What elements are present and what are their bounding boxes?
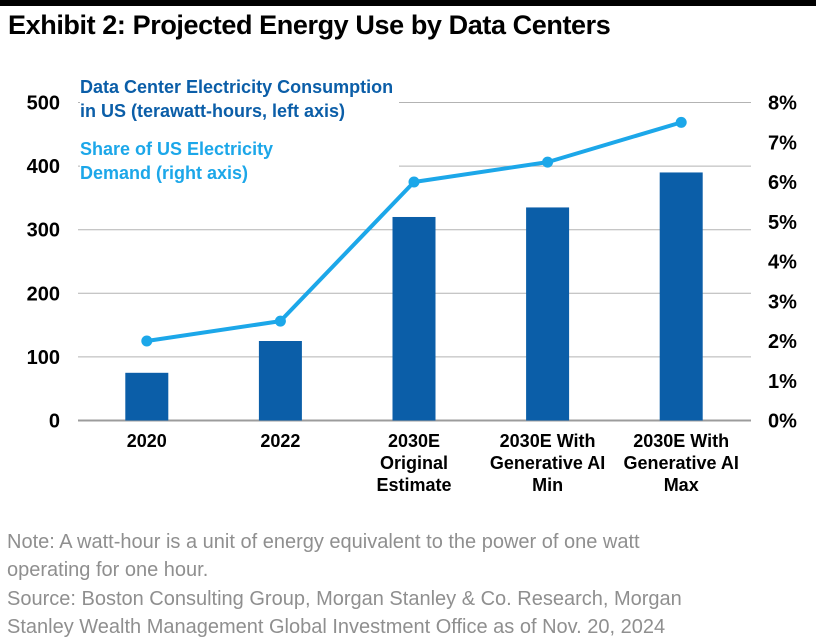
x-category-label: 2022 [260, 431, 300, 451]
exhibit-title: Exhibit 2: Projected Energy Use by Data … [8, 10, 611, 40]
right-axis-tick-label: 4% [768, 252, 797, 274]
right-axis-tick-label: 5% [768, 212, 797, 234]
left-axis-tick-label: 200 [27, 283, 60, 305]
right-axis-tick-label: 8% [768, 93, 797, 115]
bar-2020 [125, 372, 169, 421]
left-axis-tick-label: 0 [49, 411, 60, 433]
right-axis-tick-label: 7% [768, 132, 797, 154]
legend-bars-label: Data Center Electricity Consumption in U… [80, 77, 394, 121]
source-text: Source: Boston Consulting Group, Morgan … [7, 587, 682, 639]
left-axis-tick-label: 500 [27, 93, 60, 115]
right-axis-tick-label: 2% [768, 331, 797, 353]
right-axis-tick-label: 6% [768, 172, 797, 194]
left-axis-tick-label: 300 [27, 220, 60, 242]
right-axis-tick-label: 1% [768, 371, 797, 393]
right-axis-tick-label: 0% [768, 411, 797, 433]
share-line-point [542, 156, 554, 168]
left-axis-tick-label: 400 [27, 156, 60, 178]
bar-2030e-with [659, 172, 703, 421]
share-line-point [141, 335, 153, 347]
legend-line-label: Share of US Electricity Demand (right ax… [80, 139, 274, 183]
chart-legend: Data Center Electricity Consumption in U… [80, 75, 400, 187]
bar-2030e [392, 216, 436, 421]
x-category-label: 2030E With Generative AI Min [490, 431, 605, 495]
note-text: Note: A watt-hour is a unit of energy eq… [7, 531, 640, 582]
right-axis-tick-label: 3% [768, 291, 797, 313]
share-line-point [274, 315, 286, 327]
x-category-label: 2030E With Generative AI Max [624, 431, 739, 495]
x-category-label: 2030E Original Estimate [376, 431, 451, 495]
share-line-point [408, 176, 420, 188]
top-divider-bar [0, 0, 816, 6]
bar-2022 [258, 341, 302, 421]
footnotes: Note: A watt-hour is a unit of energy eq… [7, 528, 809, 642]
bar-2030e-with [526, 207, 570, 421]
left-axis-tick-label: 100 [27, 347, 60, 369]
x-category-label: 2020 [127, 431, 167, 451]
share-line-point [675, 116, 687, 128]
chart-area: 0 100 200 300 400 500 0% 1% 2% 3% 4% 5% 6% 7% 8% 2020 20… [0, 72, 816, 522]
